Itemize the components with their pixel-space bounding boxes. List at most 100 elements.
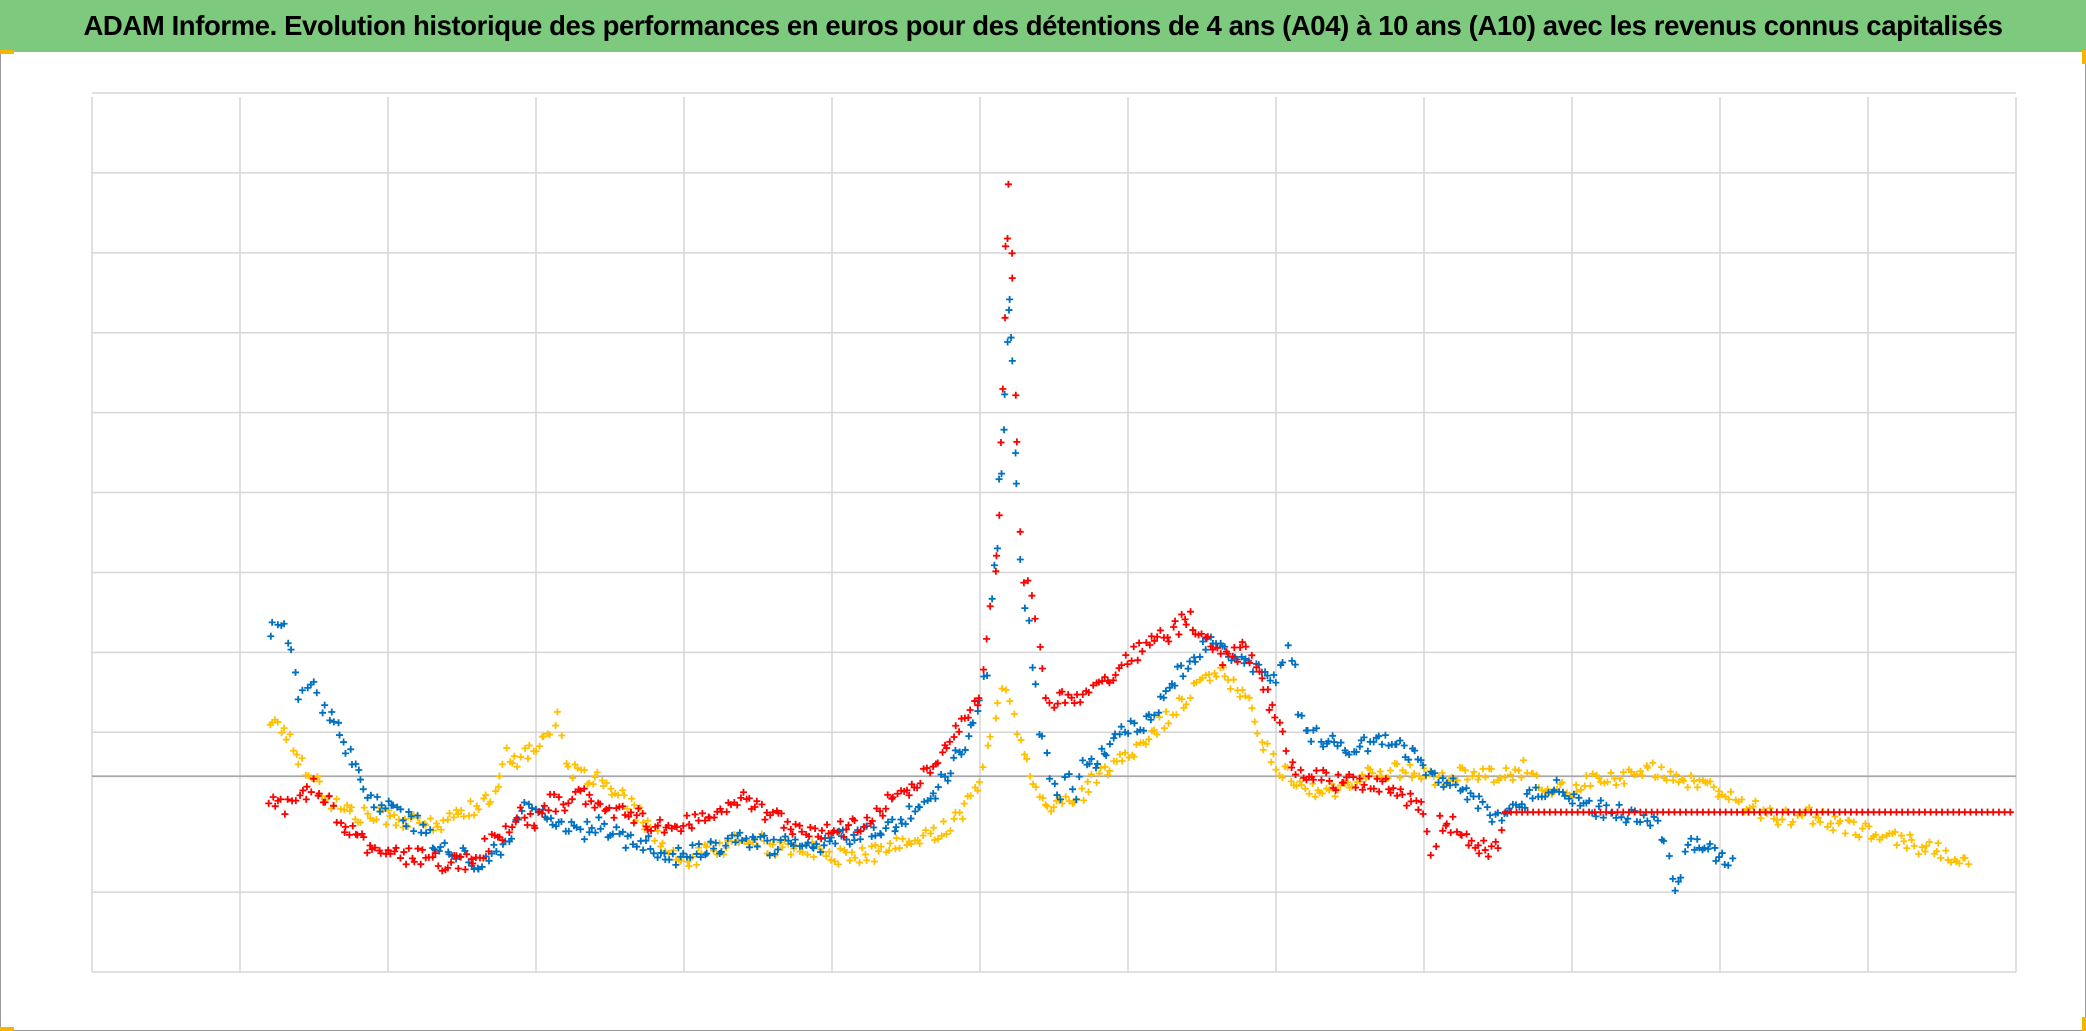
data-point-marker	[356, 776, 364, 784]
data-point-marker	[1130, 719, 1138, 727]
data-point-marker	[1585, 797, 1593, 805]
data-point-marker	[414, 845, 422, 853]
data-point-marker	[492, 787, 500, 795]
data-point-marker	[1364, 747, 1372, 755]
data-point-marker	[746, 843, 754, 851]
data-point-marker	[555, 793, 563, 801]
data-point-marker	[587, 797, 595, 805]
data-point-marker	[951, 746, 959, 754]
data-point-marker	[1013, 438, 1021, 446]
data-point-marker	[321, 701, 329, 709]
data-point-marker	[1749, 803, 1757, 811]
data-point-marker	[1196, 653, 1204, 661]
data-point-marker	[840, 833, 848, 841]
data-point-marker	[647, 827, 655, 835]
data-point-marker	[1212, 673, 1220, 681]
data-point-marker	[947, 769, 955, 777]
data-point-marker	[1915, 850, 1923, 858]
data-point-marker	[899, 835, 907, 843]
data-point-marker	[296, 791, 304, 799]
data-point-marker	[528, 804, 536, 812]
data-point-marker	[1603, 778, 1611, 786]
data-point-marker	[871, 841, 879, 849]
data-point-marker	[931, 836, 939, 844]
data-point-marker	[1440, 783, 1447, 791]
data-point-marker	[707, 838, 715, 846]
data-point-marker	[1135, 639, 1143, 647]
data-point-marker	[1650, 813, 1658, 821]
data-point-marker	[1289, 758, 1297, 766]
data-point-marker	[868, 817, 876, 825]
data-point-marker	[1852, 831, 1860, 839]
data-point-marker	[1251, 718, 1259, 726]
data-point-marker	[1511, 766, 1519, 774]
data-point-marker	[287, 646, 295, 654]
data-point-marker	[1805, 804, 1813, 812]
data-point-marker	[660, 829, 668, 837]
data-point-marker	[710, 813, 718, 821]
data-point-marker	[1029, 664, 1037, 672]
data-point-marker	[897, 815, 905, 823]
data-point-marker	[1644, 764, 1652, 772]
data-point-marker	[1718, 849, 1726, 857]
data-point-marker	[1134, 656, 1142, 664]
data-point-marker	[1814, 814, 1822, 822]
data-point-marker	[1406, 790, 1414, 798]
data-point-marker	[426, 815, 434, 823]
data-point-marker	[1132, 741, 1140, 749]
data-point-marker	[882, 805, 890, 813]
data-point-marker	[1617, 813, 1625, 821]
data-point-marker	[798, 828, 806, 836]
data-point-marker	[1334, 742, 1341, 750]
data-point-marker	[1660, 837, 1668, 845]
data-point-marker	[510, 752, 518, 760]
data-point-marker	[347, 745, 355, 753]
data-point-marker	[559, 800, 567, 808]
data-point-marker	[417, 860, 425, 868]
data-point-marker	[1376, 767, 1384, 775]
data-point-marker	[856, 835, 864, 843]
data-point-marker	[664, 821, 672, 829]
data-point-marker	[787, 851, 795, 859]
data-point-marker	[916, 840, 924, 847]
data-point-marker	[1509, 776, 1517, 784]
data-point-marker	[367, 791, 375, 799]
data-point-marker	[916, 779, 924, 787]
data-point-marker	[831, 839, 839, 847]
data-point-marker	[1339, 779, 1347, 787]
data-point-marker	[1075, 773, 1083, 781]
data-point-marker	[851, 817, 859, 825]
data-point-marker	[1393, 760, 1401, 768]
data-point-marker	[1272, 766, 1280, 774]
data-point-marker	[1325, 786, 1333, 794]
data-point-marker	[1891, 828, 1899, 836]
data-point-marker	[1317, 776, 1325, 784]
data-point-marker	[1398, 791, 1406, 799]
data-point-marker	[891, 827, 899, 835]
data-point-marker	[565, 827, 573, 835]
data-point-marker	[457, 853, 465, 861]
data-point-marker	[1599, 814, 1607, 822]
data-point-marker	[557, 818, 565, 826]
data-point-marker	[1349, 773, 1357, 781]
data-point-marker	[679, 850, 687, 858]
data-point-marker	[366, 842, 374, 850]
data-point-marker	[538, 809, 546, 817]
data-point-marker	[1164, 633, 1172, 641]
data-point-marker	[842, 825, 850, 833]
data-point-marker	[390, 811, 398, 819]
data-point-marker	[1266, 677, 1274, 685]
data-point-marker	[833, 828, 841, 836]
data-point-marker	[1693, 835, 1701, 843]
data-point-marker	[1182, 700, 1190, 708]
data-point-marker	[780, 824, 788, 832]
data-point-marker	[877, 831, 885, 839]
data-point-marker	[1498, 817, 1506, 825]
data-point-marker	[1366, 765, 1374, 773]
data-point-marker	[1234, 658, 1241, 666]
data-point-marker	[1816, 818, 1824, 826]
data-point-marker	[1619, 768, 1627, 776]
data-point-marker	[429, 853, 437, 861]
data-point-marker	[573, 823, 581, 831]
data-point-marker	[372, 816, 380, 824]
